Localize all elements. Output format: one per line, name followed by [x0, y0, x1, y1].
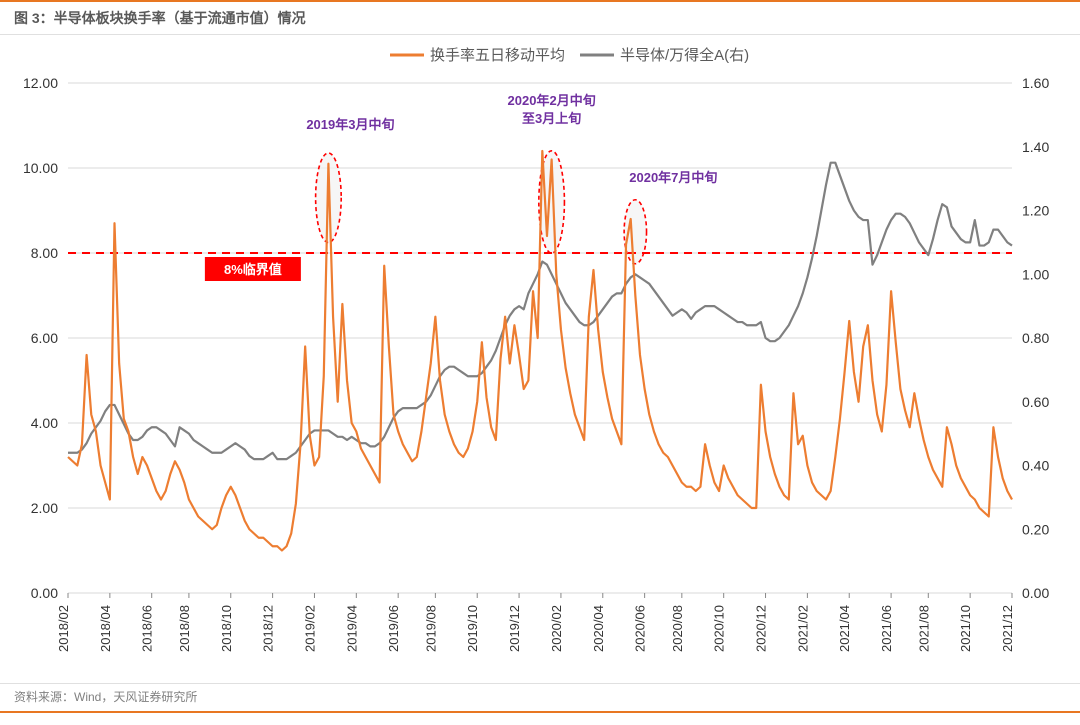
svg-text:2020/10: 2020/10: [712, 605, 727, 652]
svg-text:2019/10: 2019/10: [465, 605, 480, 652]
svg-text:2019/08: 2019/08: [423, 605, 438, 652]
svg-text:2019/12: 2019/12: [507, 605, 522, 652]
svg-text:2.00: 2.00: [31, 500, 58, 516]
svg-text:2020年2月中旬: 2020年2月中旬: [508, 93, 596, 108]
chart-source-bar: 资料来源：Wind，天风证券研究所: [0, 683, 1080, 713]
svg-text:10.00: 10.00: [23, 160, 58, 176]
svg-text:0.60: 0.60: [1022, 394, 1049, 410]
svg-text:8%临界值: 8%临界值: [224, 262, 282, 277]
svg-text:0.00: 0.00: [1022, 585, 1049, 601]
svg-text:2020/08: 2020/08: [670, 605, 685, 652]
svg-text:0.20: 0.20: [1022, 521, 1049, 537]
svg-text:至3月上旬: 至3月上旬: [522, 111, 581, 126]
svg-text:2018/12: 2018/12: [261, 605, 276, 652]
svg-text:2021/10: 2021/10: [958, 605, 973, 652]
svg-text:4.00: 4.00: [31, 415, 58, 431]
svg-text:2020/12: 2020/12: [754, 605, 769, 652]
svg-text:2020/04: 2020/04: [591, 605, 606, 652]
svg-text:2018/04: 2018/04: [98, 605, 113, 652]
svg-text:0.00: 0.00: [31, 585, 58, 601]
chart-title: 图 3：半导体板块换手率（基于流通市值）情况: [14, 10, 306, 26]
chart-source: 资料来源：Wind，天风证券研究所: [14, 690, 197, 704]
svg-text:2018/06: 2018/06: [140, 605, 155, 652]
chart-svg: 0.00 2.00 4.00 6.00 8.00 10.00 12.00 0.00 0.20 0.…: [0, 35, 1080, 683]
svg-text:0.40: 0.40: [1022, 458, 1049, 474]
svg-text:2021/08: 2021/08: [916, 605, 931, 652]
svg-text:0.80: 0.80: [1022, 330, 1049, 346]
svg-text:8.00: 8.00: [31, 245, 58, 261]
svg-text:1.40: 1.40: [1022, 139, 1049, 155]
chart-container: 0.00 2.00 4.00 6.00 8.00 10.00 12.00 0.00 0.20 0.…: [0, 35, 1080, 683]
svg-text:2018/10: 2018/10: [219, 605, 234, 652]
svg-text:2019/02: 2019/02: [302, 605, 317, 652]
svg-text:2020年7月中旬: 2020年7月中旬: [629, 170, 717, 185]
svg-text:2019/04: 2019/04: [344, 605, 359, 652]
svg-text:2018/02: 2018/02: [56, 605, 71, 652]
svg-text:12.00: 12.00: [23, 75, 58, 91]
svg-text:1.00: 1.00: [1022, 266, 1049, 282]
svg-text:2021/04: 2021/04: [837, 605, 852, 652]
svg-text:换手率五日移动平均: 换手率五日移动平均: [430, 47, 565, 64]
svg-text:6.00: 6.00: [31, 330, 58, 346]
svg-text:2020/06: 2020/06: [633, 605, 648, 652]
svg-text:2019年3月中旬: 2019年3月中旬: [306, 117, 394, 132]
svg-text:2019/06: 2019/06: [386, 605, 401, 652]
svg-text:2021/02: 2021/02: [795, 605, 810, 652]
svg-text:2018/08: 2018/08: [177, 605, 192, 652]
svg-text:2020/02: 2020/02: [549, 605, 564, 652]
svg-text:2021/12: 2021/12: [1000, 605, 1015, 652]
chart-title-bar: 图 3：半导体板块换手率（基于流通市值）情况: [0, 0, 1080, 35]
svg-text:半导体/万得全A(右): 半导体/万得全A(右): [620, 46, 749, 64]
svg-text:2021/06: 2021/06: [879, 605, 894, 652]
svg-text:1.60: 1.60: [1022, 75, 1049, 91]
svg-text:1.20: 1.20: [1022, 203, 1049, 219]
